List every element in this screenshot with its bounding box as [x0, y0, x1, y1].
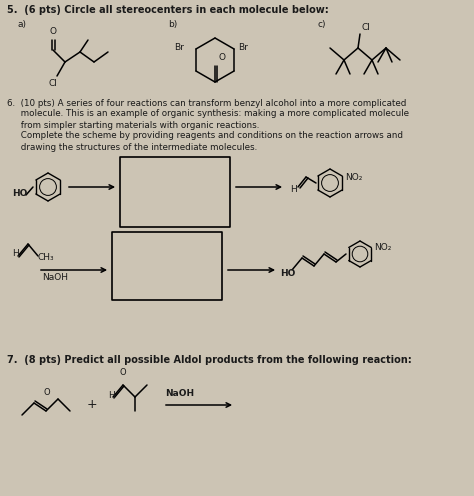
Text: Cl: Cl [49, 79, 58, 88]
Text: NO₂: NO₂ [374, 244, 392, 252]
Text: drawing the structures of the intermediate molecules.: drawing the structures of the intermedia… [7, 142, 257, 151]
Text: a): a) [18, 19, 27, 28]
Text: Complete the scheme by providing reagents and conditions on the reaction arrows : Complete the scheme by providing reagent… [7, 131, 403, 140]
Bar [120, 157, 230, 227]
Text: HO: HO [280, 268, 295, 277]
Text: b): b) [168, 19, 177, 28]
Text: from simpler starting materials with organic reactions.: from simpler starting materials with org… [7, 121, 259, 129]
Text: O: O [219, 53, 226, 62]
Text: 7.  (8 pts) Predict all possible Aldol products from the following reaction:: 7. (8 pts) Predict all possible Aldol pr… [7, 355, 412, 365]
Text: HO: HO [12, 188, 27, 197]
Text: H: H [108, 390, 115, 399]
Text: H: H [290, 186, 297, 194]
Text: NaOH: NaOH [42, 273, 68, 283]
Text: O: O [50, 27, 57, 36]
Text: c): c) [318, 19, 327, 28]
Text: O: O [44, 388, 51, 397]
Text: CH₃: CH₃ [38, 253, 55, 262]
Text: H: H [12, 249, 19, 258]
Text: NaOH: NaOH [165, 388, 194, 397]
Text: O: O [120, 368, 127, 377]
Text: +: + [87, 398, 98, 412]
Text: 6.  (10 pts) A series of four reactions can transform benzyl alcohol into a more: 6. (10 pts) A series of four reactions c… [7, 99, 406, 108]
Text: NO₂: NO₂ [345, 173, 363, 182]
Text: Cl: Cl [362, 23, 371, 33]
Text: Br: Br [238, 43, 248, 52]
Bar [112, 232, 222, 300]
Text: 5.  (6 pts) Circle all stereocenters in each molecule below:: 5. (6 pts) Circle all stereocenters in e… [7, 5, 329, 15]
Text: Br: Br [174, 43, 184, 52]
Text: molecule. This is an example of organic synthesis: making a more complicated mol: molecule. This is an example of organic … [7, 110, 409, 119]
